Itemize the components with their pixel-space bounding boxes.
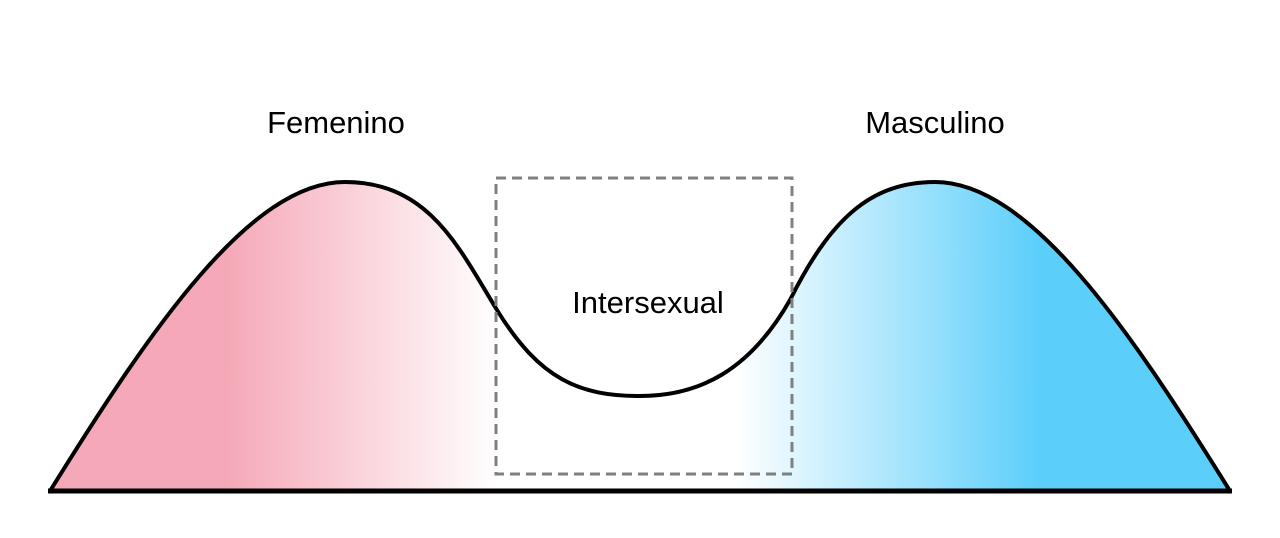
label-masculino: Masculino (865, 105, 1005, 140)
distribution-curve (48, 180, 1232, 493)
label-intersexual: Intersexual (572, 285, 724, 320)
intersexual-dashed-box (494, 176, 794, 476)
label-femenino: Femenino (267, 105, 405, 140)
